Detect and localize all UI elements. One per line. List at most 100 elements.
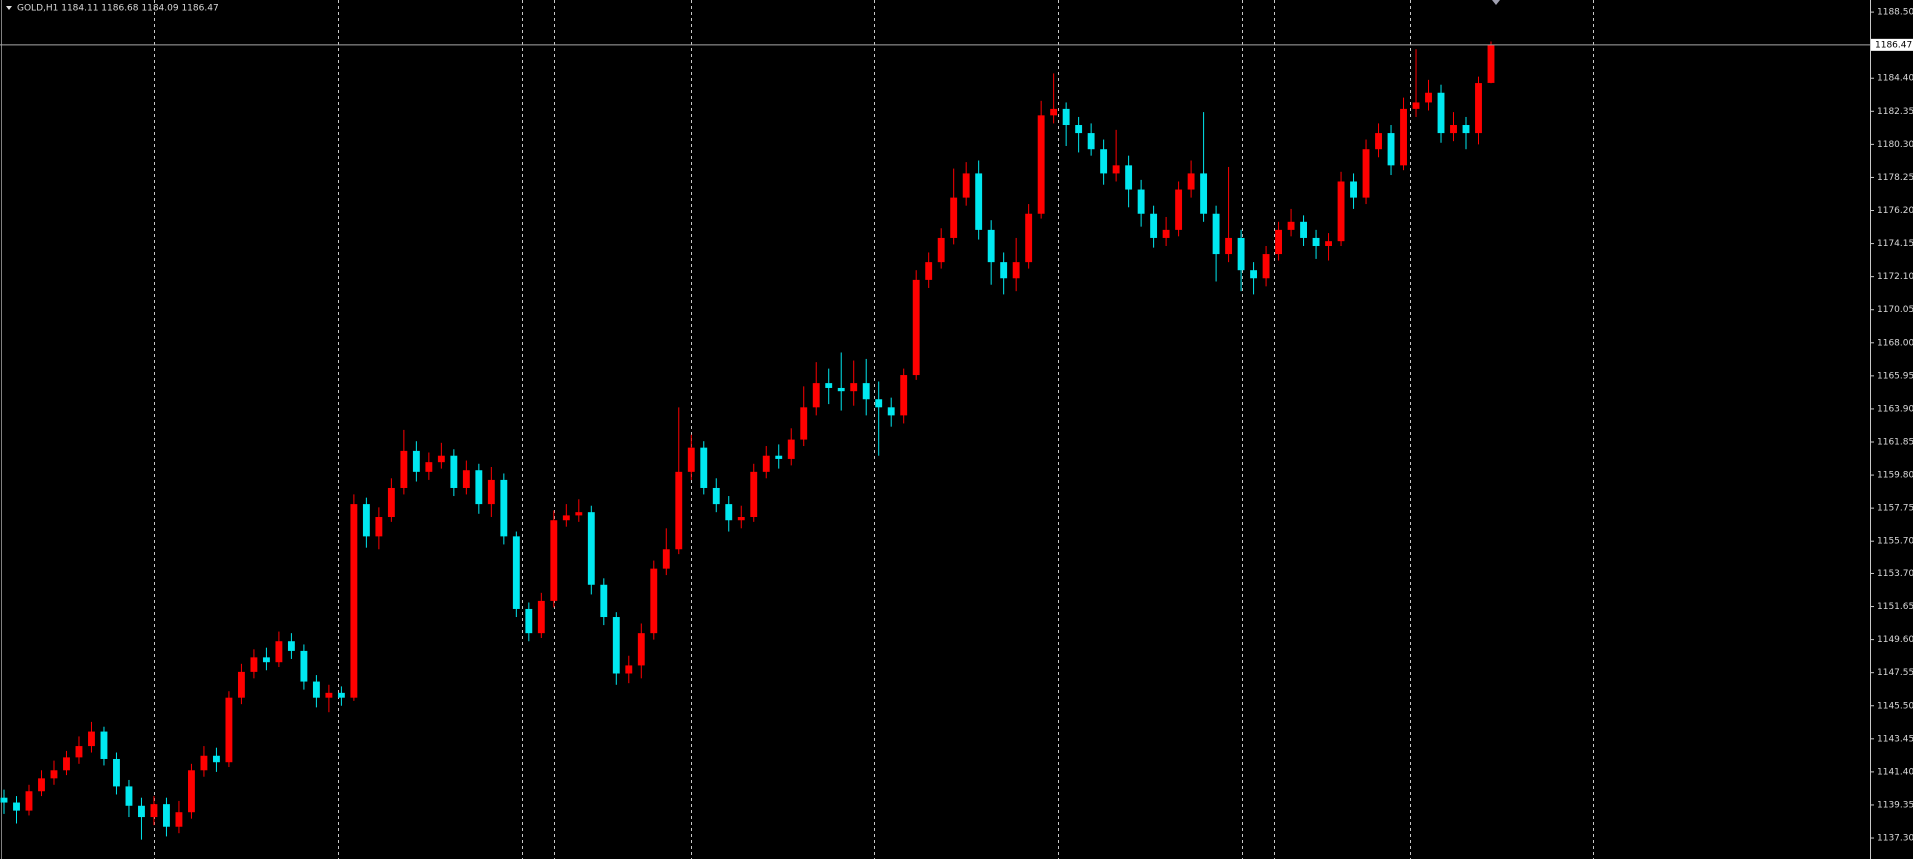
candle-body [1112, 165, 1120, 174]
candle-body [1462, 125, 1470, 134]
candle-body [100, 731, 108, 759]
candle-body [512, 536, 520, 609]
y-tick-label: 1188.50 [1877, 8, 1913, 18]
candle-body [1400, 108, 1407, 166]
candle-body [800, 407, 808, 440]
current-price-label: 1186.47 [1875, 40, 1912, 50]
candle-body [50, 770, 58, 779]
y-tick-label: 1163.90 [1877, 404, 1913, 414]
candle-body [387, 487, 395, 518]
y-tick-label: 1174.15 [1877, 239, 1913, 249]
candle-body [500, 479, 508, 537]
candle-body [1375, 133, 1382, 150]
candle-body [875, 399, 883, 408]
y-tick-label: 1157.75 [1877, 504, 1913, 514]
candle-body [862, 383, 870, 400]
candle-body [1350, 181, 1357, 198]
candle-body [262, 657, 270, 663]
candle-body [700, 447, 708, 488]
candle-body [962, 173, 970, 198]
y-tick-label: 1159.80 [1877, 471, 1913, 481]
y-tick-label: 1149.60 [1877, 635, 1913, 645]
y-tick-label: 1151.65 [1877, 602, 1913, 612]
candle-body [437, 455, 445, 463]
candle-body [337, 692, 345, 698]
chart-title: GOLD,H1 1184.11 1186.68 1184.09 1186.47 [17, 4, 219, 14]
y-tick-label: 1153.70 [1877, 569, 1913, 579]
candle-body [1062, 108, 1070, 126]
candle-body [287, 641, 295, 651]
candle-body [662, 549, 670, 569]
y-tick-label: 1161.85 [1877, 438, 1913, 448]
candle-body [650, 568, 658, 634]
y-tick-label: 1139.35 [1877, 800, 1913, 810]
candle-body [1250, 270, 1258, 279]
candle-body [1487, 44, 1495, 83]
candle-body [625, 665, 633, 674]
candle-body [687, 447, 695, 472]
candle-body [25, 791, 33, 811]
candle-body [1187, 173, 1195, 190]
candle-body [887, 407, 895, 416]
candle-body [637, 633, 645, 666]
candle-body [1275, 229, 1283, 255]
candle-body [450, 455, 458, 488]
candle-body [1150, 213, 1158, 238]
candle-body [350, 504, 358, 698]
candle-body [1412, 102, 1420, 109]
candle-body [1125, 165, 1133, 190]
candle-body [412, 450, 420, 472]
shift-marker[interactable] [1492, 0, 1500, 5]
candle-body [675, 471, 683, 550]
candle-body [1225, 237, 1233, 255]
candle-body [38, 778, 45, 792]
candle-body [163, 804, 170, 827]
candle-body [1387, 133, 1395, 166]
candle-body [487, 479, 495, 505]
candle-body [1100, 149, 1108, 174]
candle-body [1012, 262, 1020, 279]
candle-body [150, 804, 158, 818]
candle-body [462, 470, 470, 488]
candle-body [1337, 181, 1345, 242]
candle-body [475, 470, 483, 505]
candle-body [737, 517, 745, 521]
candle-body [312, 681, 320, 698]
candle-body [212, 755, 220, 763]
candle-body [362, 504, 370, 537]
candle-body [138, 805, 145, 818]
candle-body [1425, 92, 1432, 103]
candle-body [950, 197, 958, 238]
candle-body [837, 387, 845, 392]
candle-body [1300, 221, 1307, 238]
candle-body [562, 515, 570, 521]
candle-body [1087, 133, 1095, 150]
candle-body [13, 802, 20, 811]
candle-body [987, 229, 995, 263]
candle-body [275, 641, 283, 663]
candle-body [1162, 229, 1170, 238]
candle-body [1475, 83, 1482, 134]
candle-body [725, 504, 733, 521]
y-tick-label: 1147.55 [1877, 668, 1913, 678]
candle-body [88, 731, 95, 747]
candle-body [912, 279, 920, 376]
candle-body [587, 512, 595, 585]
candle-body [250, 657, 258, 672]
menu-triangle[interactable] [6, 6, 12, 10]
candle-body [1025, 213, 1033, 263]
candle-body [375, 517, 383, 537]
candle-body [425, 462, 433, 472]
candle-body [900, 375, 908, 416]
candle-body [200, 755, 208, 771]
y-tick-label: 1184.40 [1877, 74, 1913, 84]
candle-body [850, 383, 858, 392]
candle-body [1312, 237, 1320, 247]
candle-body [712, 487, 720, 505]
candle-body [1287, 221, 1295, 230]
candle-body [175, 812, 183, 827]
y-tick-label: 1180.30 [1877, 140, 1913, 150]
candle-body [300, 650, 308, 682]
